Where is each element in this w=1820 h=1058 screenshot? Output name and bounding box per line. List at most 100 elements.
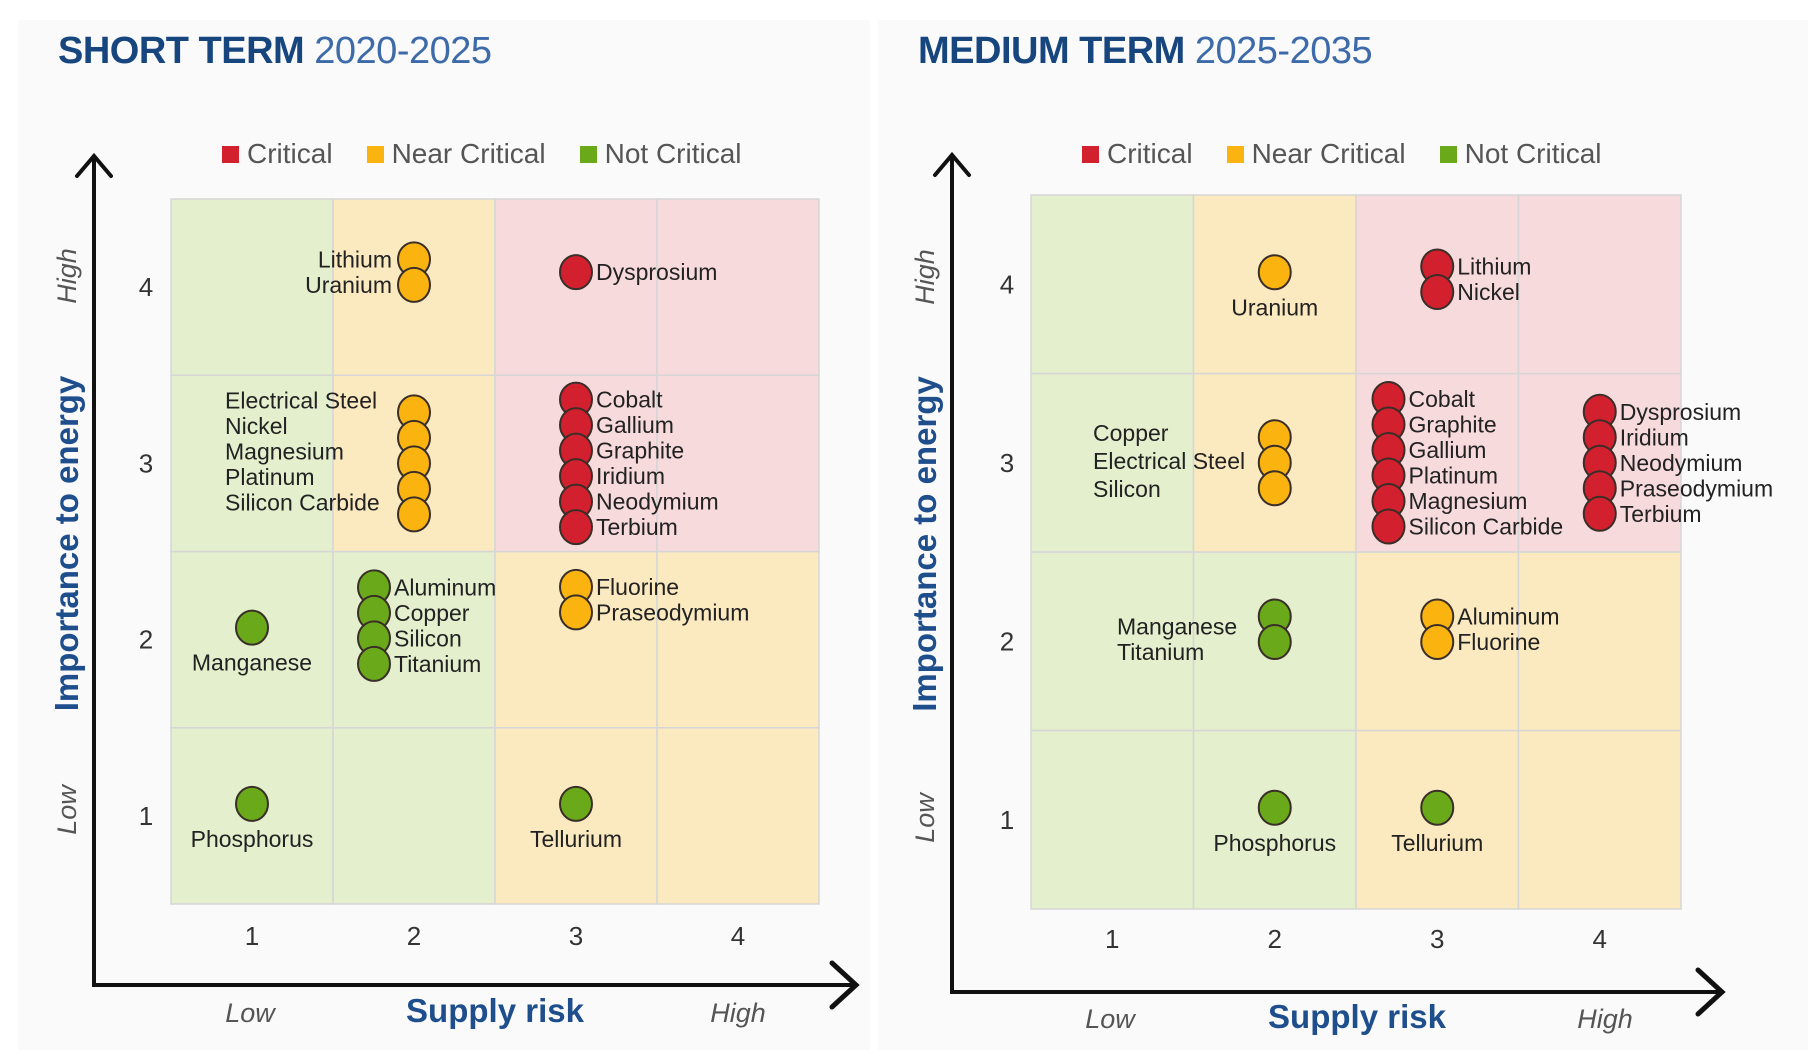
medium-term-legend: Critical Near Critical Not Critical bbox=[1082, 138, 1602, 170]
y-axis-low-label: Low bbox=[52, 784, 82, 835]
x-tick-label: 4 bbox=[731, 921, 745, 951]
y-axis-high-label: High bbox=[910, 249, 940, 305]
legend-swatch-near-critical bbox=[366, 145, 384, 163]
grid-cell-not-critical bbox=[332, 727, 496, 905]
material-label: Copper bbox=[1093, 420, 1169, 446]
material-dot-not-critical bbox=[1420, 789, 1455, 826]
grid-cell-near-critical bbox=[1517, 729, 1682, 910]
short-term-title: SHORT TERM 2020-2025 bbox=[58, 30, 492, 73]
material-dot-critical bbox=[559, 254, 593, 291]
material-label: Neodymium bbox=[1620, 450, 1743, 476]
x-tick-label: 2 bbox=[407, 921, 421, 951]
material-label: Tellurium bbox=[1391, 830, 1483, 856]
material-label: Titanium bbox=[1117, 639, 1204, 665]
material-label: Gallium bbox=[1409, 437, 1487, 463]
material-label: Lithium bbox=[318, 246, 392, 272]
x-axis-title: Supply risk bbox=[406, 992, 585, 1029]
legend-label: Near Critical bbox=[1251, 138, 1406, 169]
x-tick-label: 1 bbox=[1105, 924, 1119, 954]
y-axis-title: Importance to energy bbox=[906, 376, 943, 712]
legend-item-not-critical: Not Critical bbox=[579, 138, 742, 170]
material-label: Magnesium bbox=[225, 438, 344, 464]
legend-label: Not Critical bbox=[1464, 138, 1602, 169]
material-group: Uranium bbox=[1231, 254, 1318, 320]
material-label: Phosphorus bbox=[1213, 830, 1336, 856]
material-group: Tellurium bbox=[1391, 789, 1483, 856]
material-label: Fluorine bbox=[1457, 629, 1540, 655]
material-label: Fluorine bbox=[596, 574, 679, 600]
legend-swatch-critical bbox=[1082, 145, 1099, 163]
material-label: Dysprosium bbox=[1620, 399, 1741, 425]
medium-term-title: MEDIUM TERM 2025-2035 bbox=[918, 30, 1373, 73]
material-label: Uranium bbox=[305, 272, 392, 298]
legend-item-near-critical: Near Critical bbox=[1226, 138, 1406, 170]
material-label: Lithium bbox=[1457, 254, 1531, 280]
short-term-chart: 1 2 3 4 1 2 3 4 Supply risk Low High Importance to … bbox=[48, 152, 860, 1029]
material-dot-not-critical bbox=[235, 609, 269, 646]
grid-cell-not-critical bbox=[1030, 729, 1195, 910]
y-tick-label: 4 bbox=[139, 272, 153, 302]
material-dot-critical bbox=[1371, 508, 1406, 545]
y-axis-arrow-icon bbox=[933, 151, 971, 177]
grid-cell-near-critical bbox=[656, 727, 820, 905]
material-label: Cobalt bbox=[596, 387, 663, 413]
material-label: Silicon bbox=[394, 625, 462, 651]
x-axis-high-label: High bbox=[710, 998, 766, 1028]
legend-item-critical: Critical bbox=[1082, 138, 1193, 170]
y-tick-label: 3 bbox=[1000, 448, 1014, 478]
material-label: Phosphorus bbox=[191, 826, 314, 852]
y-tick-label: 1 bbox=[139, 801, 153, 831]
x-tick-label: 2 bbox=[1268, 924, 1282, 954]
legend-swatch-critical bbox=[222, 145, 239, 163]
material-label: Neodymium bbox=[596, 489, 719, 515]
material-dot-not-critical bbox=[1257, 789, 1292, 826]
legend-item-not-critical: Not Critical bbox=[1439, 138, 1602, 170]
material-dot-near-critical bbox=[397, 266, 431, 303]
material-group: DysprosiumIridiumNeodymiumPraseodymiumTe… bbox=[1582, 393, 1773, 532]
material-label: Nickel bbox=[1457, 279, 1520, 305]
x-axis-arrow-icon bbox=[1695, 967, 1726, 1017]
material-group: Phosphorus bbox=[1213, 789, 1336, 856]
material-group: Electrical SteelNickelMagnesiumPlatinumS… bbox=[225, 387, 431, 533]
legend-label: Not Critical bbox=[604, 138, 742, 169]
material-label: Silicon bbox=[1093, 476, 1161, 502]
material-group: Tellurium bbox=[530, 785, 622, 852]
y-axis-high-label: High bbox=[52, 248, 82, 304]
legend-swatch-not-critical bbox=[579, 145, 597, 163]
x-tick-label: 3 bbox=[1430, 924, 1444, 954]
legend-label: Critical bbox=[247, 138, 333, 169]
x-axis-low-label: Low bbox=[1085, 1004, 1136, 1034]
material-label: Platinum bbox=[225, 464, 314, 490]
material-group: Dysprosium bbox=[559, 254, 717, 291]
material-dot-not-critical bbox=[559, 785, 593, 822]
grid-cell-not-critical bbox=[1030, 551, 1195, 732]
material-label: Silicon Carbide bbox=[225, 489, 380, 515]
material-dot-critical bbox=[1582, 495, 1617, 532]
material-label: Tellurium bbox=[530, 826, 622, 852]
material-dot-near-critical bbox=[397, 496, 431, 533]
x-tick-label: 4 bbox=[1593, 924, 1607, 954]
x-axis-low-label: Low bbox=[225, 998, 276, 1028]
material-label: Terbium bbox=[596, 514, 678, 540]
material-label: Praseodymium bbox=[1620, 475, 1773, 501]
material-label: Nickel bbox=[225, 413, 288, 439]
x-axis-arrow-icon bbox=[829, 960, 860, 1010]
material-label: Electrical Steel bbox=[1093, 448, 1245, 474]
material-label: Platinum bbox=[1409, 463, 1498, 489]
material-label: Iridium bbox=[596, 463, 665, 489]
legend-label: Near Critical bbox=[391, 138, 546, 169]
y-tick-label: 4 bbox=[1000, 269, 1014, 299]
material-label: Aluminum bbox=[394, 574, 496, 600]
material-dot-critical bbox=[559, 509, 593, 546]
material-label: Gallium bbox=[596, 412, 674, 438]
grid-cell-not-critical bbox=[170, 198, 334, 376]
material-dot-near-critical bbox=[1257, 470, 1292, 507]
material-dot-not-critical bbox=[1257, 624, 1292, 660]
title-years: 2020-2025 bbox=[314, 30, 492, 72]
material-label: Copper bbox=[394, 600, 470, 626]
